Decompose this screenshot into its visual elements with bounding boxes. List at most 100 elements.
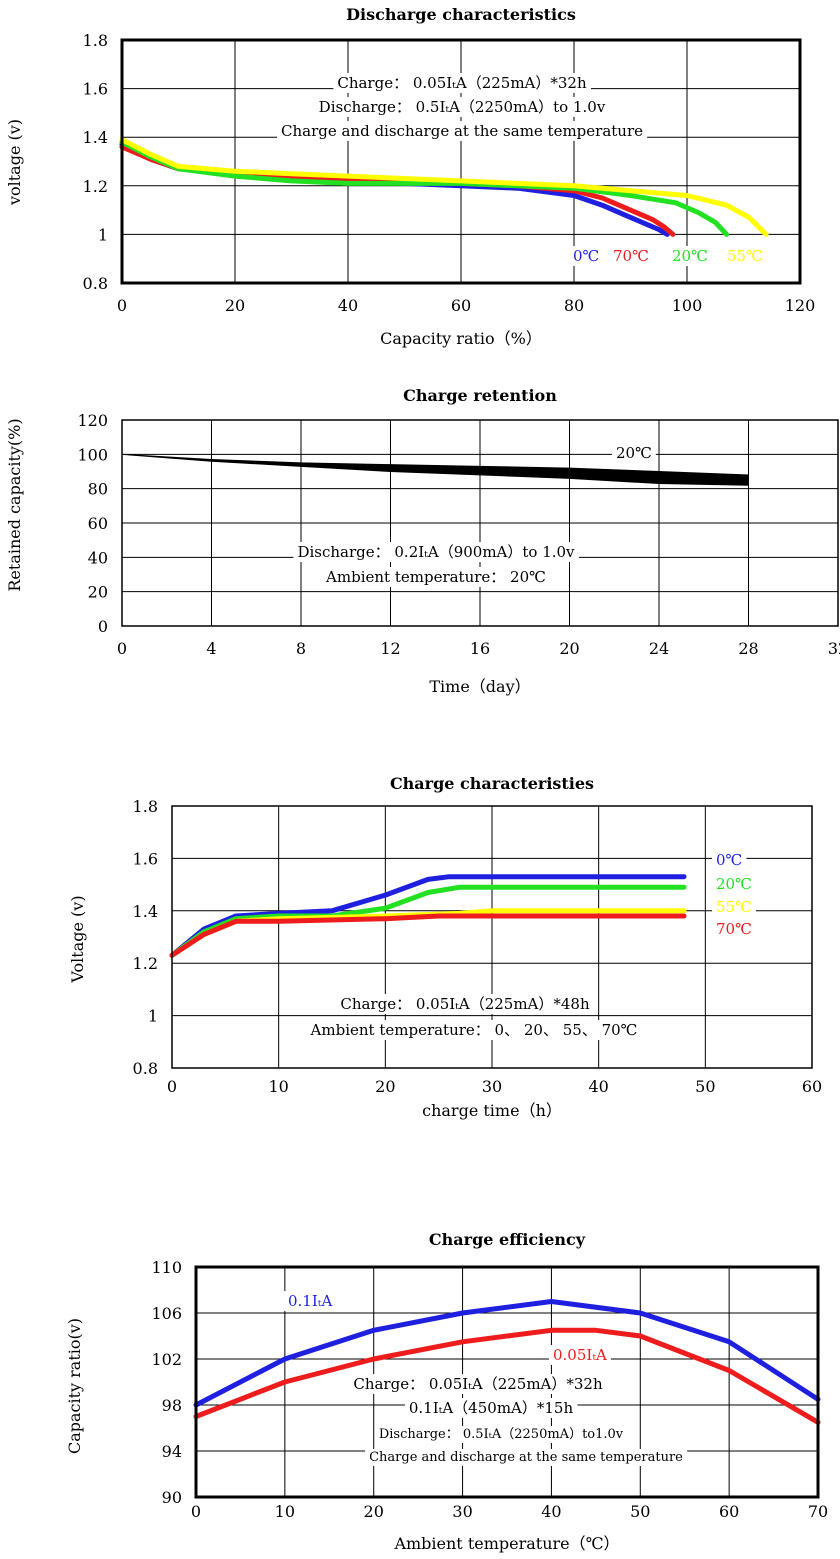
y-tick-label: 1.4	[83, 128, 108, 147]
series-line	[119, 137, 769, 237]
y-tick-label: 1	[98, 225, 108, 244]
annotation-bg	[404, 1398, 578, 1418]
series-label-bg	[712, 874, 756, 894]
plot-frame	[121, 419, 839, 627]
annotation-bg	[276, 121, 648, 141]
y-tick-label: 94	[162, 1442, 182, 1461]
x-tick-label: 10	[275, 1502, 295, 1521]
annotation-bg	[349, 1374, 607, 1394]
x-axis-label: Capacity ratio（%）	[380, 329, 542, 348]
annotation-bg	[365, 1449, 688, 1466]
y-tick-label: 90	[162, 1488, 182, 1507]
x-tick-label: 4	[206, 639, 216, 658]
x-tick-label: 10	[268, 1077, 288, 1096]
y-tick-label: 40	[88, 548, 108, 567]
x-tick-label: 50	[695, 1077, 715, 1096]
x-tick-label: 20	[364, 1502, 384, 1521]
series-label-bg	[569, 246, 604, 266]
chart-annotation: Charge and discharge at the same tempera…	[281, 122, 643, 140]
y-tick-label: 1.4	[133, 902, 158, 921]
series-label-bg	[549, 1345, 611, 1365]
x-tick-label: 100	[672, 296, 703, 315]
annotation-bg	[321, 567, 550, 587]
series-line	[193, 1299, 821, 1408]
y-tick-label: 1.8	[133, 797, 158, 816]
x-tick-label: 8	[296, 639, 306, 658]
series-label: 70℃	[716, 920, 752, 938]
chart-2: Charge retention 0 4 8 12 16 20 24 28 32 0 20 40 60 80…	[5, 386, 840, 696]
x-tick-label: 0	[117, 639, 127, 658]
series-label: 20℃	[672, 247, 708, 265]
chart-annotation: Charge： 0.05IₜA（225mA）*32h	[337, 74, 587, 92]
series-label: 70℃	[613, 247, 649, 265]
series-label-bg	[723, 246, 767, 266]
series-label: 55℃	[727, 247, 763, 265]
series-label: 0℃	[573, 247, 599, 265]
y-tick-label: 60	[88, 514, 108, 533]
annotation-bg	[333, 73, 591, 93]
x-tick-label: 30	[452, 1502, 472, 1521]
y-tick-label: 120	[77, 411, 108, 430]
x-tick-label: 20	[559, 639, 579, 658]
x-axis-label: Time（day）	[429, 677, 530, 696]
y-tick-label: 1	[148, 1007, 158, 1026]
series-label-bg	[668, 246, 712, 266]
annotation-bg	[336, 994, 594, 1014]
x-tick-label: 70	[808, 1502, 828, 1521]
chart-annotation: Discharge： 0.2IₜA（900mA）to 1.0v	[297, 543, 575, 561]
chart-title: Charge efficiency	[429, 1230, 586, 1249]
chart-annotation: Ambient temperature： 0、 20、 55、 70℃	[310, 1021, 638, 1039]
x-tick-label: 50	[630, 1502, 650, 1521]
y-tick-label: 20	[88, 583, 108, 602]
y-tick-label: 98	[162, 1396, 182, 1415]
y-axis-label: Capacity ratio(v)	[65, 1318, 84, 1454]
series-label-bg	[284, 1291, 337, 1311]
y-tick-label: 1.6	[133, 849, 158, 868]
x-tick-label: 60	[802, 1077, 822, 1096]
y-tick-label: 106	[151, 1304, 182, 1323]
series-label-bg	[609, 246, 653, 266]
x-tick-label: 40	[338, 296, 358, 315]
x-tick-label: 60	[719, 1502, 739, 1521]
chart-title: Charge characteristies	[390, 774, 594, 793]
series-label: 0.1IₜA	[288, 1292, 332, 1310]
series-label-bg	[712, 919, 756, 939]
annotation-bg	[374, 1426, 628, 1443]
y-tick-label: 1.2	[83, 177, 108, 196]
y-axis-label: Retained capacity(%)	[5, 418, 24, 591]
y-tick-label: 102	[151, 1350, 182, 1369]
y-tick-label: 0.8	[133, 1059, 158, 1078]
chart-4: Charge efficiency 0 10 20 30 40 50 60 70 90 94 98 10…	[65, 1230, 828, 1553]
series-label: 20℃	[716, 875, 752, 893]
y-axis-label: voltage (v)	[5, 119, 24, 206]
series-label: 0℃	[716, 851, 742, 869]
y-tick-label: 100	[77, 445, 108, 464]
y-tick-label: 1.8	[83, 31, 108, 50]
series-line	[169, 913, 687, 958]
chart-title: Charge retention	[403, 386, 557, 405]
x-axis-label: charge time（h）	[422, 1101, 562, 1120]
series-label: 20℃	[616, 444, 652, 462]
x-tick-label: 40	[588, 1077, 608, 1096]
x-tick-label: 120	[785, 296, 816, 315]
annotation-bg	[314, 97, 610, 117]
x-axis-label: Ambient temperature（℃）	[393, 1534, 619, 1553]
y-tick-label: 80	[88, 480, 108, 499]
series-label: 0.05IₜA	[553, 1346, 607, 1364]
x-tick-label: 0	[167, 1077, 177, 1096]
plot-frame	[171, 805, 813, 1069]
x-tick-label: 0	[117, 296, 127, 315]
y-tick-label: 0.8	[83, 274, 108, 293]
y-axis-label: Voltage (v)	[68, 895, 87, 983]
x-tick-label: 32	[828, 639, 840, 658]
x-tick-label: 30	[482, 1077, 502, 1096]
annotation-bg	[293, 542, 580, 562]
series-line	[193, 1327, 821, 1425]
chart-annotation: Discharge： 0.5IₜA（2250mA）to 1.0v	[319, 98, 606, 116]
chart-annotation: 0.1IₜA（450mA）*15h	[409, 1399, 574, 1417]
x-tick-label: 80	[564, 296, 584, 315]
x-tick-label: 0	[191, 1502, 201, 1521]
x-tick-label: 28	[738, 639, 758, 658]
